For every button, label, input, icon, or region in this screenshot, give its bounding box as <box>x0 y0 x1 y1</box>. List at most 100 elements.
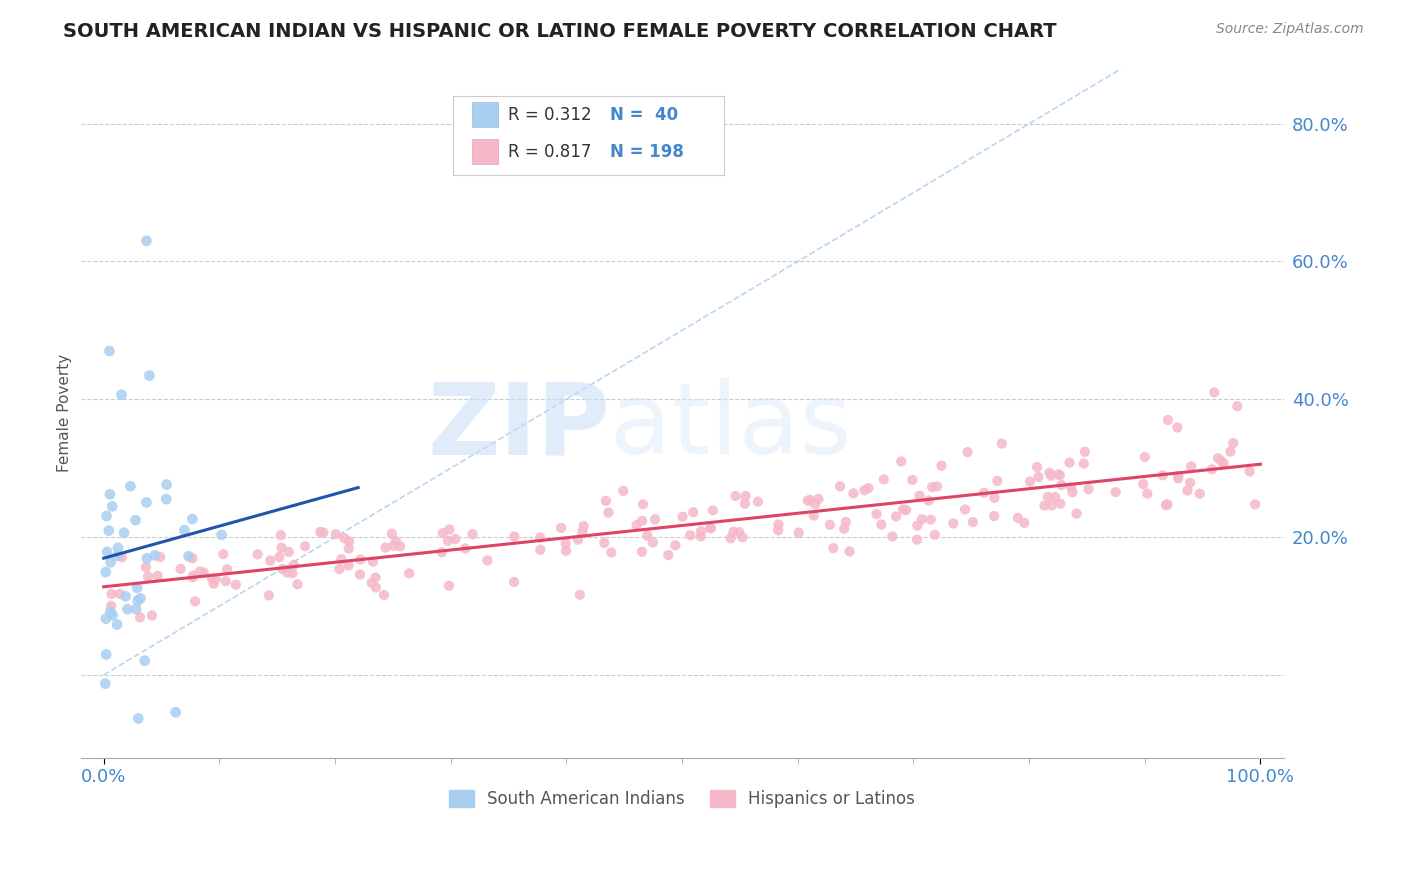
Point <box>796 493 818 508</box>
Point <box>100 555 122 569</box>
Point <box>364 581 387 595</box>
Point <box>567 533 589 547</box>
Point <box>364 571 387 585</box>
Point <box>1062 485 1084 500</box>
Point <box>202 576 225 591</box>
Point <box>973 485 995 500</box>
Point <box>155 477 177 491</box>
Point <box>432 526 454 541</box>
Point <box>641 535 664 549</box>
Point <box>554 536 576 550</box>
Point <box>1219 444 1241 458</box>
Point <box>986 474 1008 488</box>
Bar <box>471 103 498 127</box>
Point <box>734 497 756 511</box>
Point <box>699 521 721 535</box>
Text: Source: ZipAtlas.com: Source: ZipAtlas.com <box>1216 22 1364 37</box>
Point <box>146 569 169 583</box>
Point <box>183 568 205 582</box>
Bar <box>471 139 498 164</box>
Point <box>689 529 711 543</box>
Point <box>1166 420 1188 434</box>
Point <box>766 523 789 537</box>
Point <box>117 602 139 616</box>
Point <box>96 545 118 559</box>
Point <box>832 522 855 536</box>
Point <box>181 512 204 526</box>
Point <box>890 454 912 468</box>
Text: atlas: atlas <box>610 378 852 475</box>
Point <box>956 445 979 459</box>
Point <box>983 509 1005 524</box>
Point <box>398 566 420 581</box>
Point <box>572 519 595 533</box>
Point <box>1026 460 1049 475</box>
Point <box>1043 490 1066 504</box>
Point <box>747 494 769 508</box>
Text: R = 0.312: R = 0.312 <box>508 105 592 124</box>
Point <box>700 521 723 535</box>
Point <box>385 534 408 549</box>
Point <box>169 562 191 576</box>
Point <box>1050 478 1073 492</box>
Point <box>1211 454 1233 468</box>
Point <box>983 491 1005 505</box>
Point <box>768 517 790 532</box>
Point <box>1222 436 1244 450</box>
Point <box>905 518 928 533</box>
Point <box>1066 507 1088 521</box>
Point <box>1073 457 1095 471</box>
Point <box>503 574 526 589</box>
Point <box>1059 456 1081 470</box>
Point <box>107 541 129 555</box>
Point <box>330 552 353 566</box>
Point <box>870 517 893 532</box>
Point <box>631 514 654 528</box>
Point <box>720 531 742 545</box>
Point <box>124 513 146 527</box>
Point <box>702 503 724 517</box>
Point <box>94 612 117 626</box>
Point <box>690 524 713 539</box>
Point <box>374 541 396 555</box>
Point <box>598 506 620 520</box>
Point <box>671 509 693 524</box>
Point <box>125 581 148 595</box>
Point <box>246 547 269 561</box>
Point <box>873 472 896 486</box>
Point <box>911 512 934 526</box>
Point <box>891 502 914 516</box>
Point <box>270 528 292 542</box>
Point <box>1049 468 1071 483</box>
Point <box>439 523 461 537</box>
Point <box>215 562 238 576</box>
Point <box>1201 462 1223 476</box>
Point <box>96 648 118 662</box>
Point <box>257 588 280 602</box>
Point <box>555 543 578 558</box>
Point <box>134 654 156 668</box>
Point <box>225 577 247 591</box>
Point <box>529 531 551 545</box>
Point <box>328 562 350 576</box>
Point <box>211 528 233 542</box>
Point <box>110 388 132 402</box>
Point <box>731 530 754 544</box>
Point <box>165 705 187 719</box>
Point <box>905 533 928 547</box>
Point <box>1204 385 1226 400</box>
Point <box>382 539 405 553</box>
Point <box>924 528 946 542</box>
Point <box>349 552 371 566</box>
Point <box>1244 497 1267 511</box>
Text: N =  40: N = 40 <box>610 105 678 124</box>
Point <box>835 515 858 529</box>
Point <box>1040 468 1063 483</box>
Point <box>920 513 942 527</box>
Point <box>98 605 121 619</box>
Point <box>337 541 360 556</box>
Point <box>437 533 460 548</box>
Point <box>734 489 756 503</box>
Point <box>1157 413 1180 427</box>
Point <box>94 676 117 690</box>
